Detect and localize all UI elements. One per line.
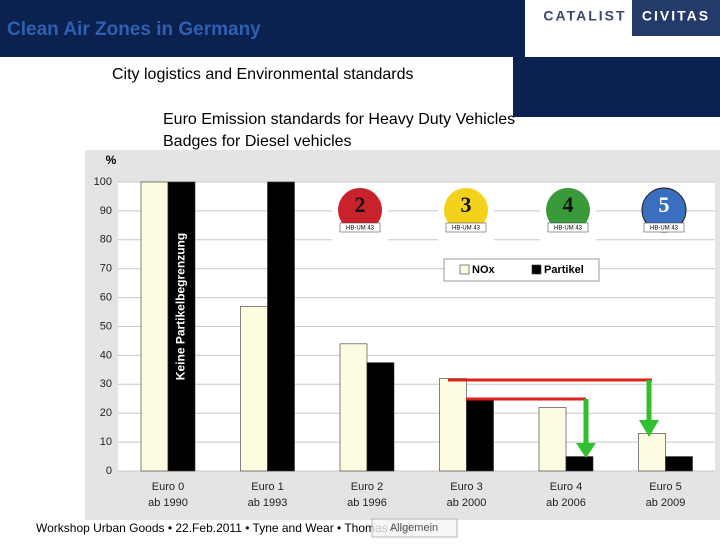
x-tick-sublabel: ab 2009	[646, 497, 686, 509]
y-axis-label: %	[106, 153, 117, 167]
badge-plate-text: HB-UM 43	[452, 226, 481, 232]
bar	[665, 456, 693, 472]
x-tick-label: Euro 5	[649, 481, 681, 493]
header-bar	[0, 0, 525, 57]
x-tick-label: Euro 1	[251, 481, 283, 493]
y-tick-label: 30	[100, 378, 112, 390]
bar	[565, 456, 594, 472]
legend-label: Partikel	[544, 264, 584, 276]
y-tick-label: 50	[100, 320, 112, 332]
logo-left: CATALIST	[543, 8, 626, 24]
bar	[439, 378, 467, 472]
badge-plate	[643, 222, 685, 233]
x-tick-label: Euro 0	[152, 481, 184, 493]
legend-swatch	[459, 264, 470, 275]
annotations	[448, 378, 659, 458]
chart-title: Badges for Diesel vehicles	[163, 133, 352, 150]
badge-number: 2	[355, 192, 366, 217]
badge-number: 4	[563, 192, 574, 217]
badge-plate-text: HB-UM 43	[554, 226, 583, 232]
bar	[466, 398, 494, 472]
y-tick-label: 40	[100, 349, 112, 361]
x-tick-sublabel: ab 2006	[546, 497, 586, 509]
bar-annotation: Keine Partikelbegrenzung	[174, 233, 188, 380]
bar	[240, 305, 268, 472]
logo-right-box	[632, 0, 720, 36]
badge-plate	[547, 222, 589, 233]
badge-number: 5	[659, 192, 670, 217]
chart-title: Euro Emission standards for Heavy Duty V…	[163, 111, 515, 128]
y-tick-label: 100	[94, 176, 112, 188]
bar	[140, 181, 169, 472]
green-arrowhead	[576, 443, 596, 458]
badge-plate-text: HB-UM 43	[346, 226, 375, 232]
bar	[167, 181, 196, 472]
subtitle: City logistics and Environmental standar…	[112, 66, 413, 83]
bar	[638, 433, 666, 472]
bar	[538, 407, 567, 472]
x-tick-sublabel: ab 1996	[347, 497, 387, 509]
legend-swatch	[531, 264, 542, 275]
bar	[339, 343, 368, 472]
badge-number: 3	[461, 192, 472, 217]
legend	[443, 258, 600, 282]
y-tick-label: 70	[100, 263, 112, 275]
x-tick-sublabel: ab 1990	[148, 497, 188, 509]
y-tick-label: 60	[100, 292, 112, 304]
badge	[444, 188, 488, 232]
y-tick-label: 80	[100, 234, 112, 246]
y-tick-label: 20	[100, 407, 112, 419]
x-tick-sublabel: ab 2000	[447, 497, 487, 509]
header-block	[513, 57, 720, 117]
badge-plate	[339, 222, 381, 233]
plot: 0 10 20 30 40 50 60 70 80 90 100 Euro 0 ab 1990 Euro …	[94, 176, 715, 509]
badge-plate	[445, 222, 487, 233]
y-tick-label: 0	[106, 465, 112, 477]
y-tick-label: 90	[100, 205, 112, 217]
green-arrowhead	[639, 420, 659, 437]
badge	[338, 188, 382, 232]
logo-right: CIVITAS	[642, 8, 710, 24]
x-tick-sublabel: ab 1993	[248, 497, 288, 509]
bar	[366, 362, 395, 472]
legend-items: NOx Partikel	[459, 264, 584, 276]
footer-tag-box	[371, 518, 458, 538]
legend-label: NOx	[472, 264, 496, 276]
header-title: Clean Air Zones in Germany	[7, 19, 261, 40]
y-tick-label: 10	[100, 436, 112, 448]
badge-plate-text: HB-UM 43	[650, 226, 679, 232]
footer-tag: Allgemein	[390, 522, 438, 534]
x-tick-label: Euro 2	[351, 481, 383, 493]
badge	[546, 188, 590, 232]
x-tick-label: Euro 3	[450, 481, 482, 493]
x-tick-label: Euro 4	[550, 481, 582, 493]
footer-text: Workshop Urban Goods • 22.Feb.2011 • Tyn…	[36, 521, 411, 535]
bar	[267, 181, 295, 472]
